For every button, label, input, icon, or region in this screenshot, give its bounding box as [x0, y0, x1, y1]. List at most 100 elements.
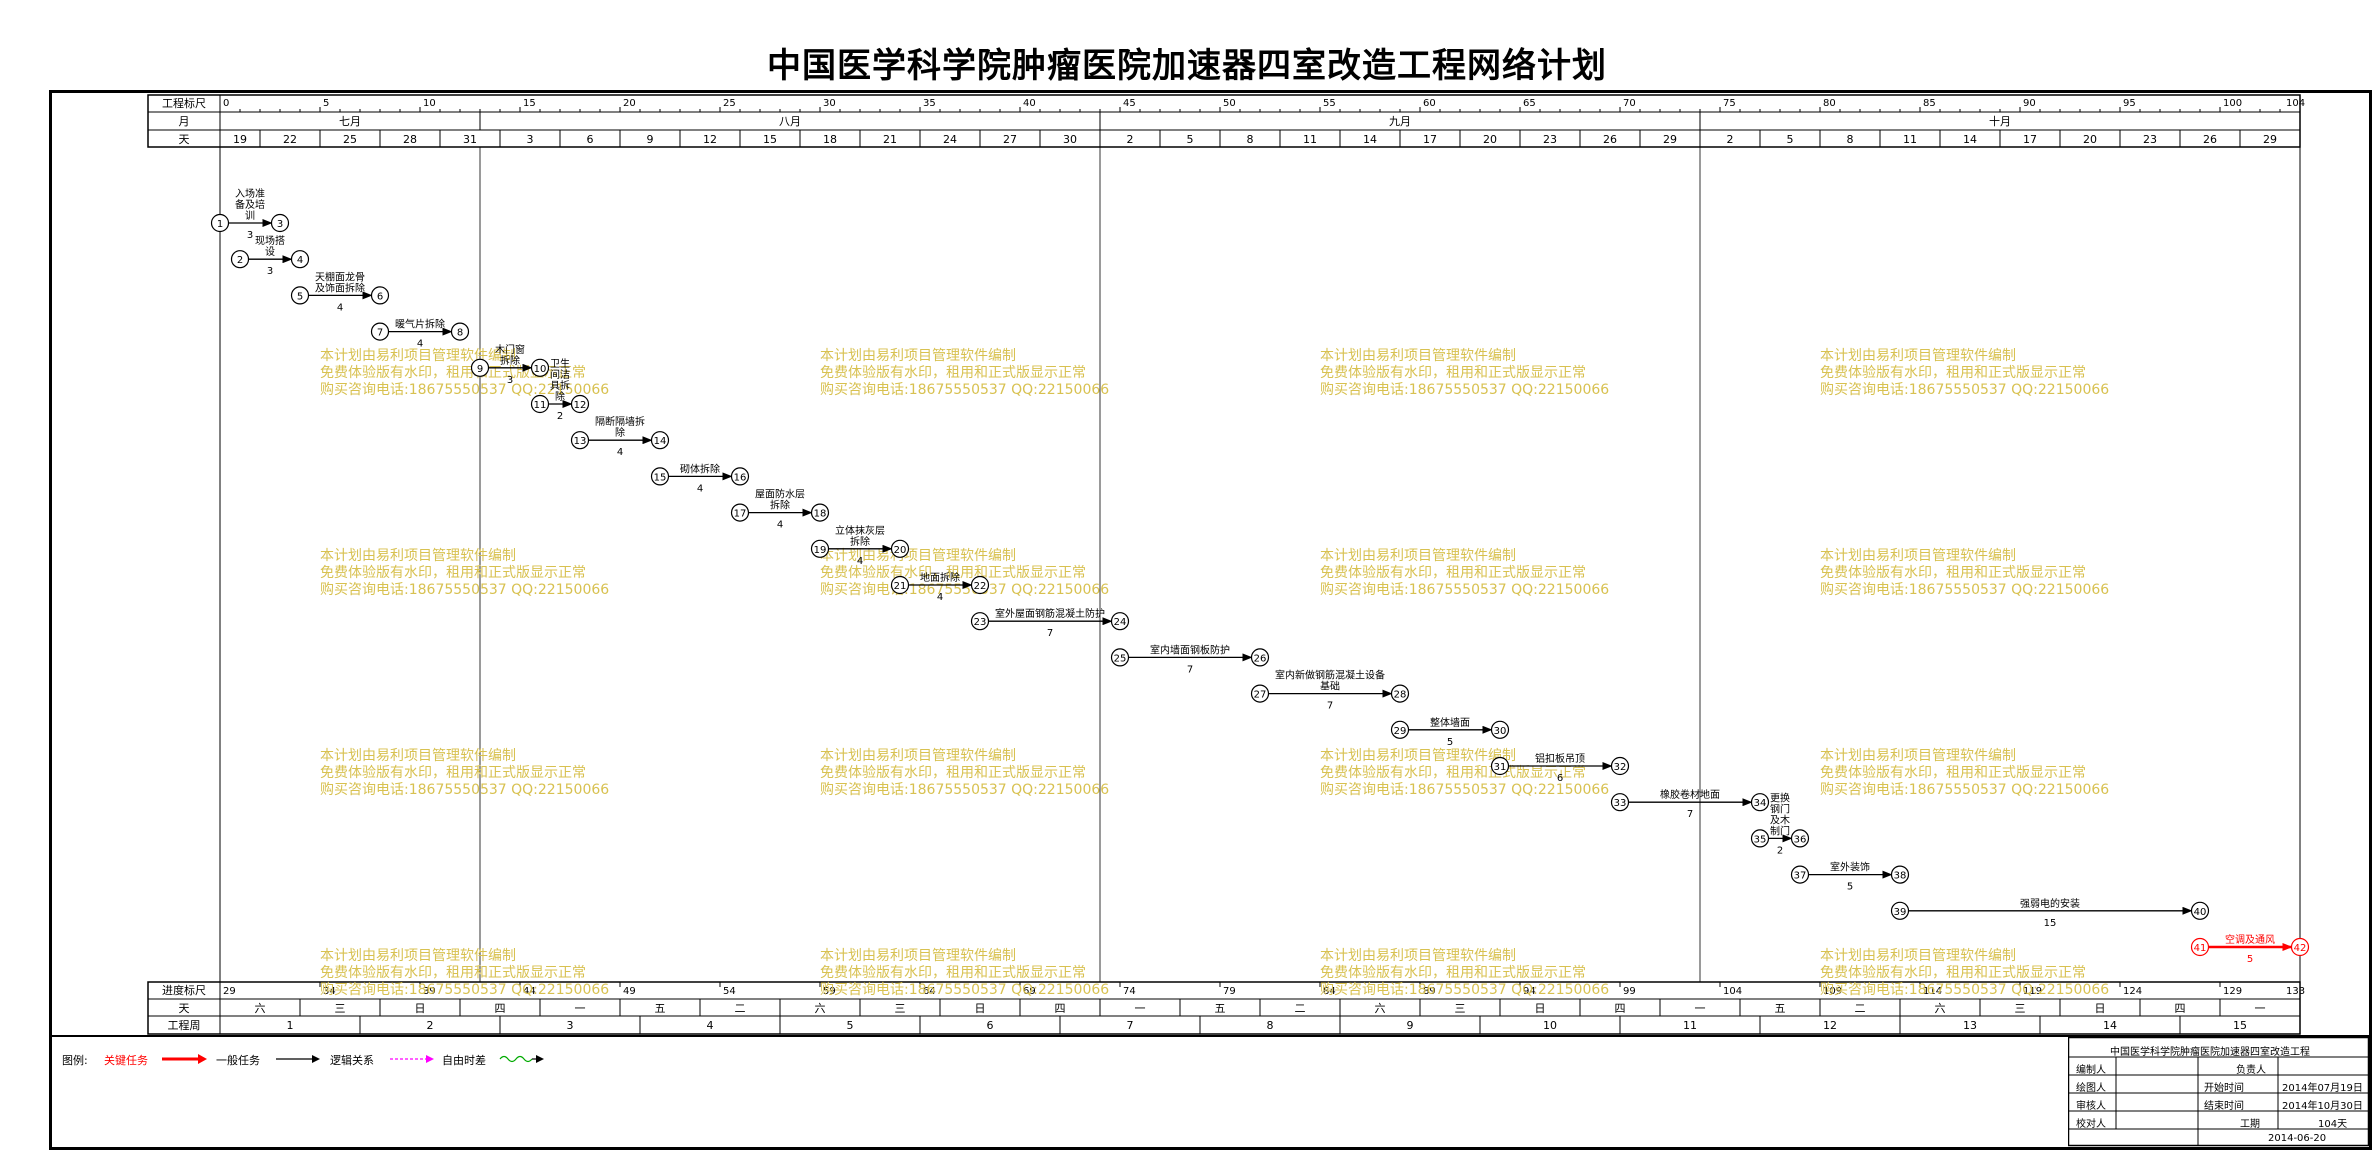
task-duration: 3 [247, 230, 253, 241]
title-block-project: 中国医学科学院肿瘤医院加速器四室改造工程 [2110, 1047, 2310, 1058]
weekday-label: 六 [255, 1002, 266, 1015]
start-node-number: 29 [1394, 726, 1407, 737]
week-label: 5 [847, 1019, 854, 1032]
week-label: 14 [2103, 1019, 2117, 1032]
scale-tick-label: 35 [923, 98, 936, 109]
scale-tick-label: 75 [1723, 98, 1736, 109]
task-name: 设 [265, 246, 275, 258]
footer-week-label: 工程周 [168, 1019, 201, 1032]
task-name: 及饰面拆除 [315, 281, 365, 294]
task-duration: 5 [1847, 882, 1853, 893]
footer-scale-label: 133 [2286, 986, 2305, 997]
weekday-label: 日 [975, 1002, 986, 1015]
start-node-number: 9 [477, 364, 483, 375]
task-duration: 4 [777, 520, 783, 531]
day-label: 21 [883, 133, 897, 146]
weekday-label: 二 [1295, 1002, 1306, 1015]
end-node-number: 3 [277, 219, 283, 230]
scale-tick-label: 0 [223, 98, 229, 109]
week-label: 7 [1127, 1019, 1134, 1032]
task-name: 拆除 [500, 354, 520, 367]
start-node [1250, 684, 1270, 703]
start-node [730, 503, 750, 522]
footer-scale-label: 74 [1123, 986, 1136, 997]
end-node [1250, 648, 1270, 667]
month-label: 十月 [1989, 114, 2011, 128]
task-name: 卫生 [550, 357, 570, 370]
task-name: 具拆 [550, 379, 570, 392]
task-name: 除 [615, 426, 625, 439]
task-name: 拆除 [770, 499, 790, 512]
start-node-number: 2 [237, 255, 243, 266]
footer-scale-label: 64 [923, 986, 936, 997]
week-label: 13 [1963, 1019, 1977, 1032]
task-duration: 15 [2044, 918, 2057, 929]
end-node-number: 12 [574, 400, 587, 411]
watermark-line: 免费体验版有水印，租用和正式版显示正常 [320, 365, 586, 381]
task-arrow: 33 34 橡胶卷材地面 7 [1610, 788, 1770, 820]
end-node [2190, 901, 2210, 920]
start-node-number: 11 [534, 400, 547, 411]
week-label: 1 [287, 1019, 294, 1032]
task-name: 隔断隔墙拆 [595, 415, 645, 428]
watermark-line: 购买咨询电话:18675550537 QQ:22150066 [820, 382, 1109, 398]
weekday-label: 一 [1695, 1002, 1706, 1015]
end-node [970, 575, 990, 595]
task-duration: 4 [337, 302, 343, 313]
end-node [1110, 612, 1130, 631]
task-duration: 2 [557, 411, 563, 422]
start-node-number: 23 [974, 617, 987, 628]
watermark-line: 本计划由易利项目管理软件编制 [1820, 948, 2016, 964]
watermark-line: 免费体验版有水印，租用和正式版显示正常 [1320, 565, 1586, 581]
watermark-line: 购买咨询电话:18675550537 QQ:22150066 [1820, 982, 2109, 998]
task-duration: 6 [1557, 773, 1563, 784]
day-label: 8 [1247, 133, 1254, 146]
start-node [1610, 793, 1630, 812]
task-name: 空调及通风 [2225, 933, 2275, 946]
month-label: 九月 [1389, 115, 1411, 128]
weekday-label: 四 [1055, 1002, 1066, 1015]
task-name: 训 [245, 210, 255, 222]
end-node [1750, 793, 1770, 812]
footer-progress-label: 进度标尺 [162, 983, 206, 997]
scale-tick-label: 5 [323, 98, 329, 109]
title-block-reviewer: 审核人 [2076, 1101, 2106, 1112]
scale-tick-label: 65 [1523, 98, 1536, 109]
task-arrow: 29 30 整体墙面 5 [1390, 716, 1510, 748]
weekday-label: 二 [735, 1002, 746, 1015]
task-name: 及木 [1770, 814, 1790, 826]
watermark-line: 免费体验版有水印，租用和正式版显示正常 [820, 565, 1086, 581]
watermark-line: 免费体验版有水印，租用和正式版显示正常 [820, 965, 1086, 981]
scale-tick-label: 10 [423, 98, 436, 109]
footer-day-label: 天 [179, 1002, 190, 1015]
weekday-label: 三 [335, 1002, 346, 1015]
weekday-label: 日 [415, 1002, 426, 1015]
start-node [1750, 829, 1770, 848]
day-label: 17 [2023, 133, 2037, 146]
footer-scale-label: 84 [1323, 986, 1336, 997]
task-name: 橡胶卷材地面 [1660, 788, 1720, 801]
footer-scale-label: 129 [2223, 986, 2242, 997]
task-arrow: 7 8 暖气片拆除 4 [370, 318, 470, 350]
task-arrow: 21 22 地面拆除 4 [890, 571, 990, 603]
scale-tick-label: 20 [623, 98, 636, 109]
start-node-number: 1 [217, 219, 223, 230]
scale-tick-label: 40 [1023, 98, 1036, 109]
end-node-number: 38 [1894, 871, 1907, 882]
watermark-line: 免费体验版有水印，租用和正式版显示正常 [320, 765, 586, 781]
weekday-label: 五 [1215, 1002, 1226, 1015]
end-node-number: 18 [814, 509, 827, 520]
start-node [970, 612, 990, 631]
watermark-line: 购买咨询电话:18675550537 QQ:22150066 [320, 582, 609, 598]
task-name: 整体墙面 [1430, 716, 1470, 729]
footer-scale-label: 79 [1223, 986, 1236, 997]
watermark-line: 购买咨询电话:18675550537 QQ:22150066 [1320, 782, 1609, 798]
watermark-line: 购买咨询电话:18675550537 QQ:22150066 [320, 782, 609, 798]
task-name: 暖气片拆除 [395, 318, 445, 331]
end-node-number: 26 [1254, 653, 1267, 664]
task-name: 现场搭 [255, 234, 285, 247]
drawing-frame [49, 90, 2372, 1150]
title-block-end-value: 2014年10月30日 [2282, 1101, 2363, 1112]
start-node [570, 431, 590, 450]
